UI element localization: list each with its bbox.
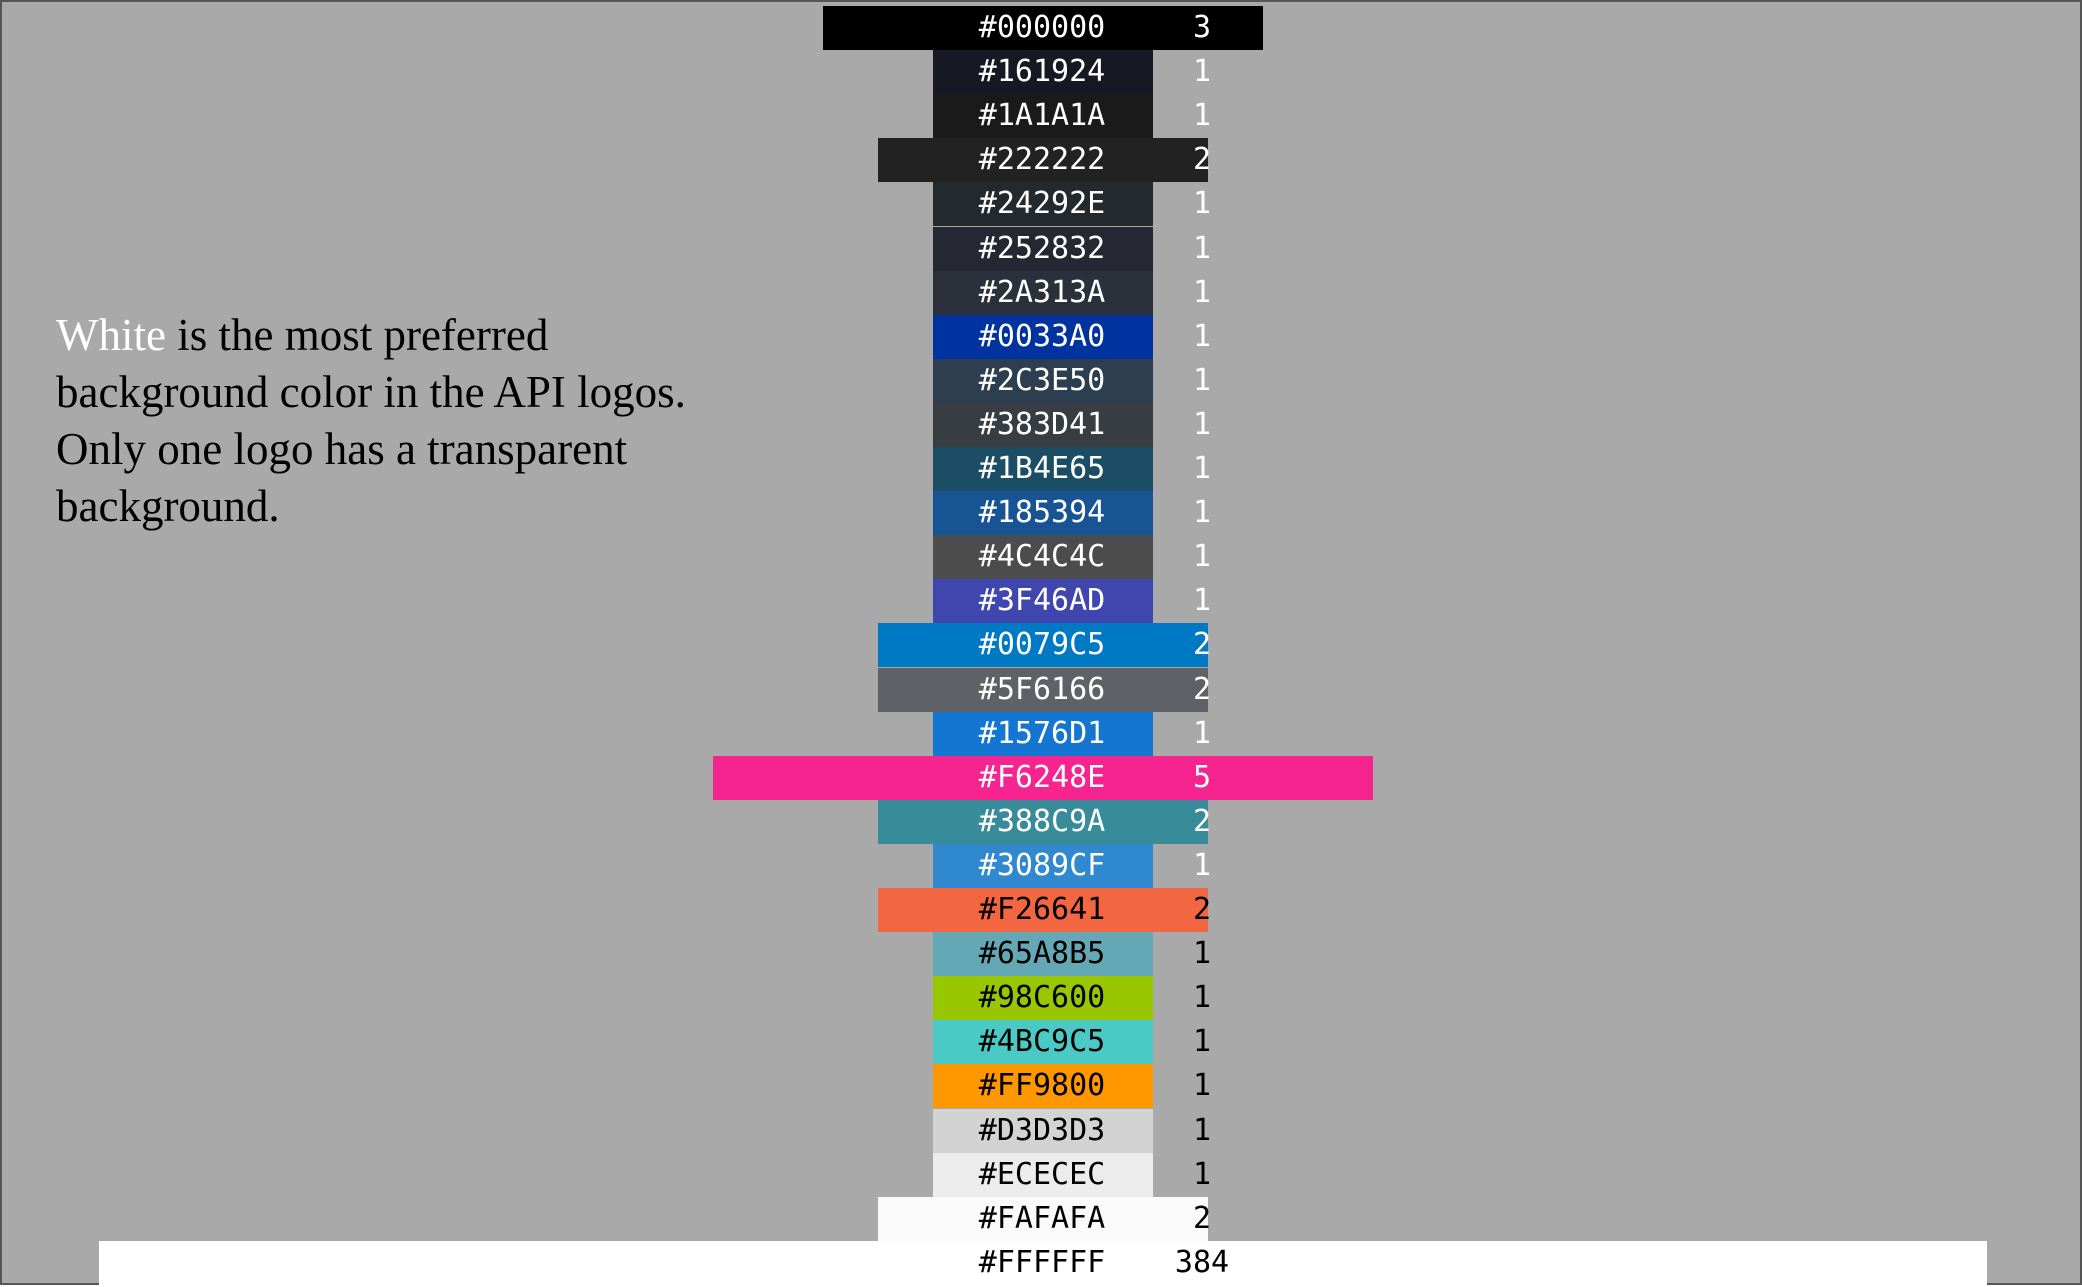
bar <box>933 270 1153 315</box>
bar-label: #FAFAFA <box>978 1200 1106 1236</box>
bar-value-label: 1 <box>1192 1112 1212 1148</box>
bar-value-label: 1 <box>1192 98 1212 134</box>
bar-label: #98C600 <box>978 980 1106 1016</box>
bar-label: #F6248E <box>978 759 1106 795</box>
bar-value-label: 384 <box>1174 1244 1230 1280</box>
bar <box>933 535 1153 580</box>
bar-label: #5F6166 <box>978 671 1106 707</box>
bar-value-label: 1 <box>1192 230 1212 266</box>
bar-value-label: 1 <box>1192 583 1212 619</box>
bar <box>933 932 1153 977</box>
bar-label: #65A8B5 <box>978 936 1106 972</box>
annotation-rest: is the most preferred background color i… <box>56 310 686 531</box>
bar <box>933 226 1153 271</box>
bar-value-label: 5 <box>1192 759 1212 795</box>
bar <box>878 138 1208 183</box>
bar <box>933 314 1153 359</box>
bar-label: #222222 <box>978 142 1106 178</box>
bar-label: #1B4E65 <box>978 451 1106 486</box>
bar-label: #FFFFFF <box>978 1244 1106 1280</box>
bar-value-label: 1 <box>1192 186 1212 222</box>
bar <box>878 799 1208 844</box>
bar-label: #2A313A <box>978 274 1106 310</box>
bar <box>933 50 1153 95</box>
bar-value-label: 1 <box>1192 936 1212 972</box>
bar-value-label: 1 <box>1192 1068 1212 1104</box>
bar-label: #4BC9C5 <box>978 1024 1106 1060</box>
bar-label: #185394 <box>978 495 1106 531</box>
bar <box>878 888 1208 932</box>
bar-label: #3089CF <box>978 847 1106 883</box>
bar-label: #24292E <box>978 186 1106 222</box>
bar-label: #383D41 <box>978 406 1106 442</box>
bar-value-label: 1 <box>1192 406 1212 442</box>
bar-value-label: 2 <box>1192 892 1212 927</box>
bar-value-label: 1 <box>1192 847 1212 883</box>
bar-label: #4C4C4C <box>978 539 1106 575</box>
bar <box>878 623 1208 668</box>
bar-value-label: 1 <box>1192 980 1212 1016</box>
bar-value-label: 1 <box>1192 715 1212 751</box>
bar <box>933 182 1153 227</box>
bar <box>933 447 1153 491</box>
bar <box>933 1020 1153 1065</box>
bar-value-label: 1 <box>1192 539 1212 575</box>
bar <box>933 1064 1153 1109</box>
bar-value-label: 1 <box>1192 495 1212 531</box>
bar <box>933 579 1153 624</box>
bar <box>713 755 1373 800</box>
bar-label: #3F46AD <box>978 583 1106 619</box>
bar-label: #161924 <box>978 54 1106 90</box>
bar <box>933 1108 1153 1153</box>
bar-value-label: 3 <box>1192 10 1212 45</box>
bar-value-label: 2 <box>1192 1200 1212 1236</box>
bar-label: #2C3E50 <box>978 362 1106 398</box>
bar <box>99 1240 1987 1285</box>
bar <box>933 358 1153 403</box>
bar-value-label: 1 <box>1192 362 1212 398</box>
bar-value-label: 2 <box>1192 671 1212 707</box>
bar-value-label: 1 <box>1192 318 1212 354</box>
bar <box>878 1196 1208 1241</box>
bar <box>933 491 1153 536</box>
bar-label: #ECECEC <box>978 1156 1106 1192</box>
bar-value-label: 1 <box>1192 1156 1212 1192</box>
bar-label: #D3D3D3 <box>978 1112 1106 1148</box>
annotation-highlight: White <box>56 310 166 360</box>
annotation-text: White is the most preferred background c… <box>56 307 756 535</box>
bar-label: #F26641 <box>978 892 1106 927</box>
bar-label: #1A1A1A <box>978 98 1106 134</box>
bar-value-label: 2 <box>1192 803 1212 839</box>
bar-value-label: 1 <box>1192 1024 1212 1060</box>
bar-value-label: 2 <box>1192 142 1212 178</box>
bar <box>933 1152 1153 1197</box>
bar-label: #FF9800 <box>978 1068 1106 1104</box>
bar <box>933 843 1153 888</box>
bar-label: #000000 <box>978 10 1106 45</box>
bar <box>823 6 1263 50</box>
bar <box>933 711 1153 756</box>
bar <box>933 976 1153 1021</box>
bar-value-label: 2 <box>1192 627 1212 663</box>
bar <box>878 667 1208 712</box>
bar-value-label: 1 <box>1192 274 1212 310</box>
bar-value-label: 1 <box>1192 54 1212 90</box>
bar <box>933 402 1153 447</box>
bar <box>933 94 1153 139</box>
bar-label: #388C9A <box>978 803 1106 839</box>
bar-label: #1576D1 <box>978 715 1106 751</box>
bar-label: #0033A0 <box>978 318 1106 354</box>
bar-value-label: 1 <box>1192 451 1212 486</box>
bar-label: #0079C5 <box>978 627 1106 663</box>
bar-label: #252832 <box>978 230 1106 266</box>
